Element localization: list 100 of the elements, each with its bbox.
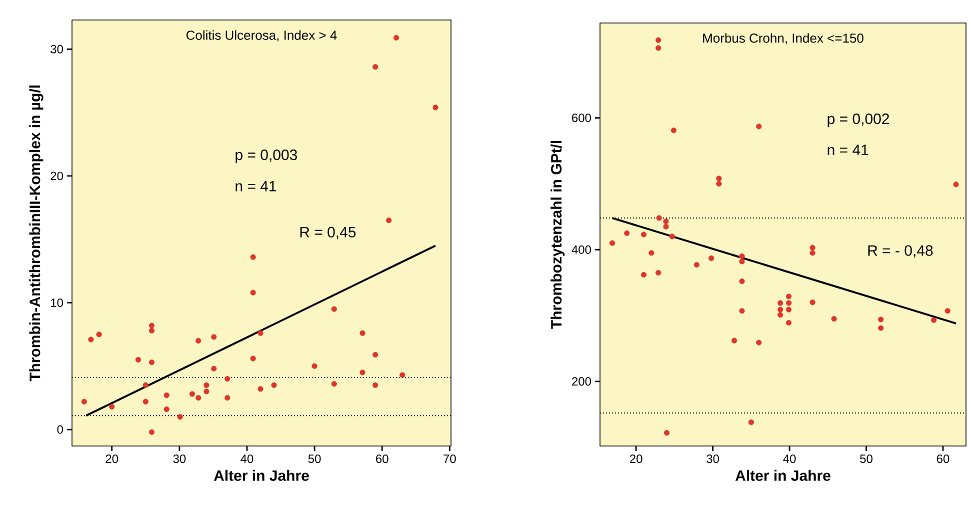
point — [756, 340, 762, 346]
point — [930, 317, 937, 323]
point — [204, 382, 210, 388]
point — [88, 336, 94, 342]
point — [196, 395, 202, 401]
point — [250, 290, 256, 296]
point — [148, 322, 155, 328]
point — [694, 262, 700, 268]
point — [810, 244, 816, 250]
y-tick-label: 400 — [572, 245, 592, 254]
annotation: R = - 0,48 — [868, 245, 933, 258]
point — [393, 34, 400, 41]
point — [224, 376, 230, 382]
point — [944, 308, 950, 314]
annotation: n = 41 — [828, 144, 868, 156]
point — [786, 320, 792, 326]
point — [664, 430, 670, 436]
point — [250, 356, 256, 362]
text: Morbus Crohn, Index <=150 — [703, 33, 864, 44]
point — [109, 404, 115, 410]
point — [372, 64, 378, 70]
point — [148, 429, 155, 435]
point — [778, 312, 784, 318]
point — [372, 382, 378, 388]
y-axis-title: Thrombozytenzahl in GPt/l — [550, 140, 565, 329]
point — [432, 104, 438, 110]
point — [96, 332, 102, 338]
point — [211, 334, 217, 340]
point — [609, 240, 616, 246]
point — [716, 180, 722, 187]
point — [386, 218, 392, 224]
point — [331, 381, 337, 387]
x-tick-label: 60 — [936, 454, 950, 464]
point — [708, 255, 714, 262]
annotation: R = 0,45 — [300, 226, 356, 240]
x-tick-label: 20 — [106, 454, 118, 464]
point — [135, 356, 142, 363]
point — [739, 258, 745, 264]
point — [656, 37, 662, 43]
x-tick-label: 50 — [860, 454, 872, 464]
point — [670, 128, 676, 134]
point — [878, 325, 884, 331]
annotation: n = 41 — [236, 180, 276, 192]
x-tick-label: 40 — [783, 454, 796, 464]
point — [953, 182, 959, 188]
x-tick-label: 40 — [240, 454, 254, 464]
point — [669, 234, 675, 240]
point — [748, 419, 754, 426]
point — [786, 294, 792, 300]
point — [331, 306, 337, 312]
x-tick-label: 30 — [706, 454, 720, 464]
annotation: p = 0,003 — [236, 150, 298, 164]
x-tick-label: 50 — [308, 454, 321, 464]
point — [360, 330, 366, 336]
point — [640, 232, 647, 238]
point — [786, 300, 792, 306]
point — [211, 366, 217, 372]
y-tick-label: 200 — [572, 377, 592, 386]
point — [756, 124, 762, 130]
point — [731, 338, 738, 344]
x-tick-label: 20 — [630, 454, 642, 464]
point — [810, 250, 816, 256]
point — [786, 306, 792, 312]
point — [250, 254, 256, 260]
point — [271, 382, 277, 388]
point — [142, 398, 148, 404]
point — [624, 230, 630, 236]
point — [142, 382, 148, 388]
point — [656, 215, 662, 221]
point — [778, 306, 784, 312]
point — [878, 316, 884, 322]
point — [656, 45, 662, 51]
point — [312, 363, 318, 369]
x-tick-label: 70 — [444, 454, 456, 464]
y-tick-label: 600 — [572, 114, 592, 122]
text: Colitis Ulcerosa, Index > 4 — [186, 30, 337, 42]
point — [810, 300, 816, 306]
x-tick-label: 30 — [173, 454, 186, 464]
point — [640, 272, 647, 278]
point — [656, 270, 662, 276]
point — [739, 308, 745, 314]
y-tick-label: 0 — [57, 425, 64, 434]
point — [148, 328, 155, 334]
point — [663, 218, 669, 224]
point — [258, 330, 264, 336]
y-tick-label: 10 — [51, 298, 63, 307]
point — [164, 406, 170, 412]
point — [164, 392, 170, 398]
x-tick-label: 60 — [376, 454, 388, 464]
point — [648, 250, 654, 256]
x-axis-title: Alter in Jahre — [735, 470, 830, 481]
y-tick-label: 20 — [50, 172, 63, 180]
point — [739, 278, 745, 284]
point — [716, 176, 722, 182]
y-axis-title: Thrombin-AntithrombinIII-Komplex in µg/l — [29, 86, 44, 382]
point — [258, 386, 264, 392]
point — [196, 338, 202, 344]
point — [739, 253, 745, 260]
point — [360, 370, 366, 376]
point — [189, 391, 196, 397]
